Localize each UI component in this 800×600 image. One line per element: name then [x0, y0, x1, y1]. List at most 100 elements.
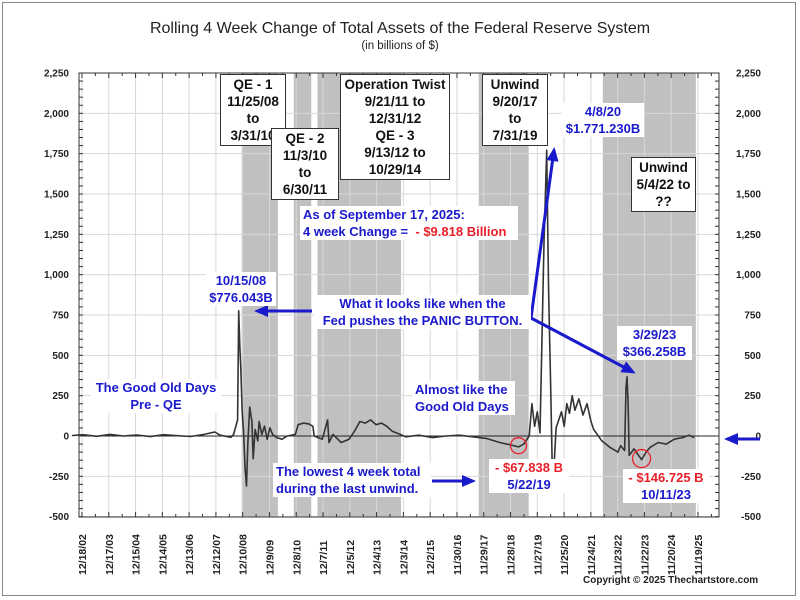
x-tick-label: 12/3/14 [398, 540, 410, 575]
data-point [590, 420, 592, 423]
x-tick-label: 11/20/24 [666, 535, 678, 575]
data-point [240, 367, 242, 369]
twist-qe3-box: Operation Twist 9/21/11 to 12/31/12 QE -… [340, 74, 450, 180]
x-tick-label: 12/8/10 [291, 540, 303, 575]
data-point [499, 441, 501, 444]
data-point [673, 438, 675, 440]
data-point [546, 149, 548, 151]
data-point [626, 376, 628, 378]
y-tick-label-right: 2,000 [736, 109, 761, 120]
peak-2008-value: $776.043B [209, 290, 273, 305]
data-point [269, 427, 271, 429]
data-point [294, 433, 296, 435]
unwind1-start: 9/20/17 to [492, 94, 538, 126]
x-tick-label: 12/15/04 [131, 534, 143, 575]
unwind2-start: 5/4/22 to [636, 177, 691, 192]
y-tick-label-right: 1,500 [736, 190, 761, 201]
low-2019-circle [509, 437, 528, 455]
unwind2-label: Unwind [639, 160, 688, 175]
data-point [258, 420, 260, 423]
data-point [327, 419, 329, 421]
data-point [332, 433, 334, 435]
y-tick-label-right: 1,250 [736, 230, 761, 241]
data-point [386, 425, 388, 427]
x-tick-label: 12/7/11 [318, 540, 330, 575]
unwind1-label: Unwind [490, 77, 540, 92]
data-point [364, 422, 366, 424]
data-point [261, 433, 263, 435]
data-point [109, 433, 111, 435]
data-point [555, 427, 557, 429]
peak-2020-date: 4/8/20 [584, 104, 622, 119]
low-2023-circle [631, 448, 652, 469]
low-2019-date: 5/22/19 [507, 477, 551, 492]
arrow-current-value-head [724, 432, 738, 446]
data-point [536, 411, 538, 413]
data-point [219, 434, 221, 436]
peak-2023-value: $366.258B [622, 344, 687, 359]
data-point [244, 467, 246, 469]
data-point [340, 441, 342, 444]
unwind1-box: Unwind 9/20/17 to 7/31/19 [482, 74, 548, 146]
data-point [431, 437, 434, 439]
good-old-days-line-2: Pre - QE [130, 397, 182, 412]
arrow-to-2023-peak [530, 316, 634, 374]
series-line [72, 149, 695, 487]
data-point [297, 424, 299, 426]
unwind1-end: 7/31/19 [492, 128, 538, 143]
data-point [257, 440, 259, 442]
data-point [308, 423, 310, 425]
data-point [547, 290, 550, 292]
chart-title: Rolling 4 Week Change of Total Assets of… [149, 20, 651, 37]
data-point [353, 430, 356, 432]
y-tick-label-left: -500 [49, 512, 69, 523]
data-point [688, 434, 690, 436]
data-point [582, 414, 584, 416]
good-old-days-line-1: The Good Old Days [95, 380, 217, 395]
data-point [404, 436, 407, 438]
data-point [693, 436, 695, 439]
y-tick-label-right: 250 [744, 391, 761, 402]
data-point [645, 451, 647, 453]
as-of-date: As of September 17, 2025: [303, 207, 465, 222]
qe2-start: 11/3/10 to [282, 148, 328, 180]
x-tick-label: 12/10/08 [238, 534, 250, 575]
x-tick-label: 12/13/06 [184, 534, 196, 575]
panic-line-2: Fed pushes the PANIC BUTTON. [322, 313, 523, 328]
almost-line-1: Almost like the [415, 382, 508, 397]
data-point [391, 430, 393, 432]
x-tick-label: 11/28/18 [506, 535, 518, 575]
data-point [263, 425, 266, 427]
data-point [266, 438, 268, 440]
data-point [313, 435, 315, 437]
x-tick-label: 12/4/13 [372, 540, 384, 575]
data-point [241, 411, 243, 413]
data-point [348, 438, 350, 440]
panic-line-1: What it looks like when the [339, 296, 506, 311]
qe3-start: 9/13/12 to [364, 145, 426, 160]
twist-start: 9/21/11 to [364, 94, 426, 109]
arrow-to-2020-peak [529, 149, 556, 319]
data-point [149, 436, 151, 438]
y-tick-label-left: 250 [52, 391, 69, 402]
x-tick-label: 11/24/21 [586, 535, 598, 575]
data-point [242, 430, 245, 432]
good-old-days-note: The Good Old Days Pre - QE [91, 379, 221, 413]
data-point [232, 433, 235, 435]
data-point [370, 419, 372, 421]
plot-border [78, 72, 720, 518]
data-point [163, 434, 165, 436]
data-point [528, 435, 530, 437]
data-point [237, 419, 239, 421]
arrow-to-2020-peak-head [546, 147, 559, 162]
x-tick-label: 11/30/16 [452, 535, 464, 575]
qe1-end: 3/31/10 [230, 128, 276, 143]
data-point [286, 435, 288, 437]
peak-2023-date: 3/29/23 [632, 327, 677, 342]
low-2023-date: 10/11/23 [641, 487, 691, 502]
unwind2-end: ?? [655, 194, 672, 209]
copyright: Copyright © 2025 Thechartstore.com [583, 575, 759, 586]
qe2-end: 6/30/11 [282, 182, 328, 197]
x-tick-label: 11/23/22 [613, 535, 625, 575]
qe2-label: QE - 2 [285, 131, 325, 146]
